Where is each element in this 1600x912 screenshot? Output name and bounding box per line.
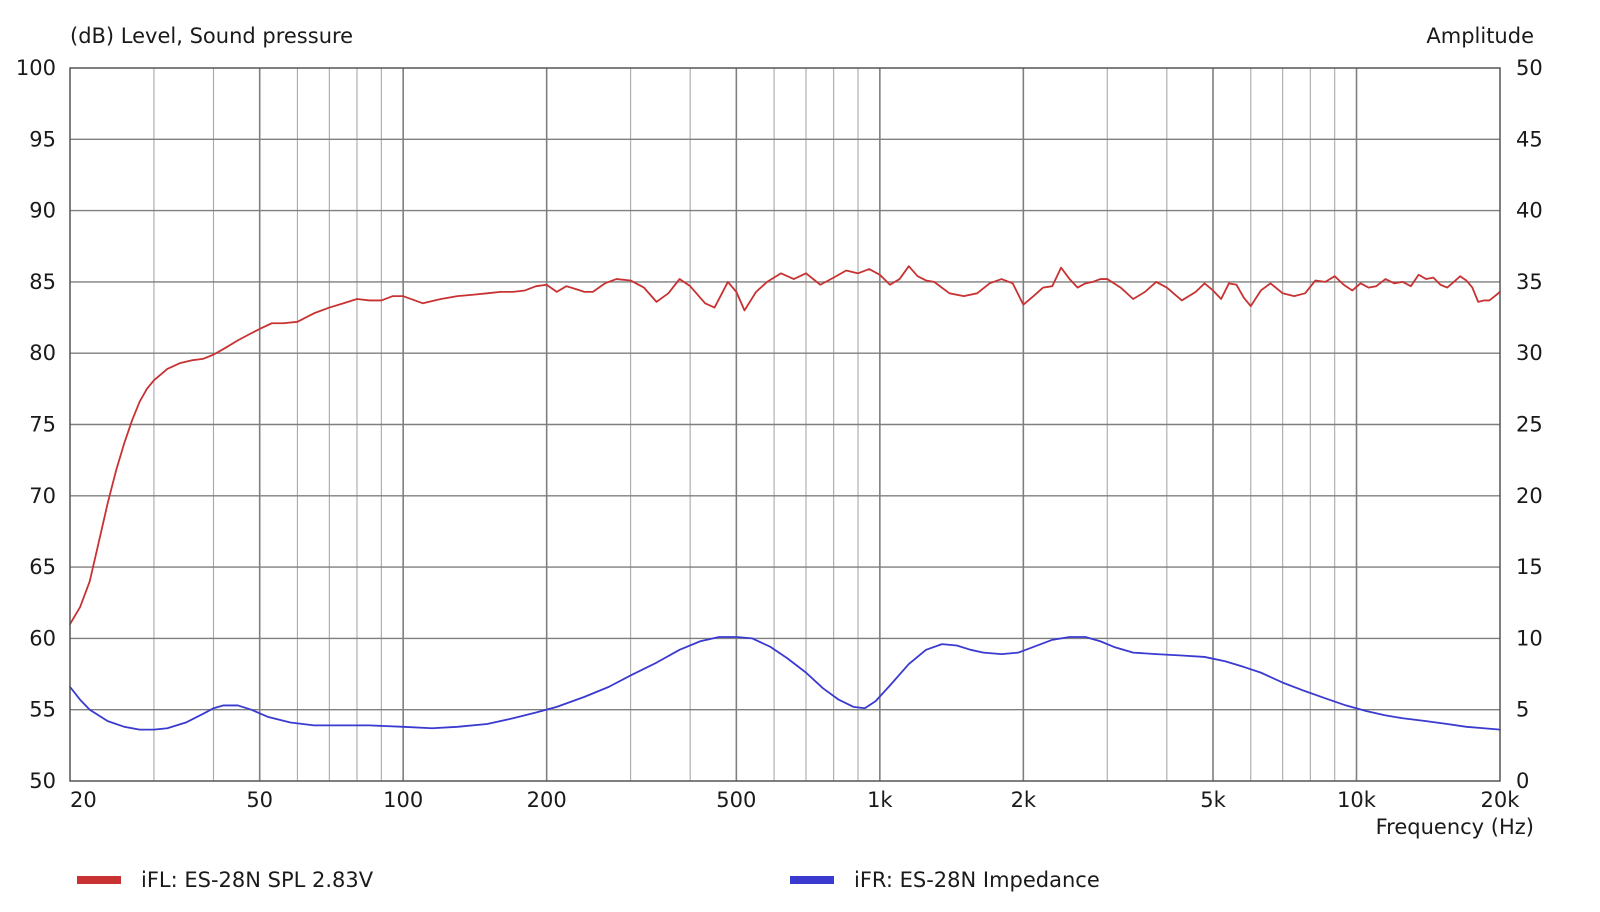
y-right-tick-label: 15	[1516, 555, 1543, 579]
series-lines	[69, 265, 1501, 731]
y-right-tick-label: 20	[1516, 484, 1543, 508]
x-tick-label: 5k	[1200, 788, 1226, 812]
y-right-tick-label: 0	[1516, 769, 1529, 793]
y-right-tick-label: 25	[1516, 413, 1543, 437]
right-axis-title: Amplitude	[1426, 24, 1534, 48]
y-left-tick-label: 90	[29, 199, 56, 223]
legend-item-spl: iFL: ES-28N SPL 2.83V	[77, 868, 373, 892]
x-tick-label: 200	[527, 788, 567, 812]
legend-label-spl: iFL: ES-28N SPL 2.83V	[141, 868, 374, 892]
y-left-tick-label: 70	[29, 484, 56, 508]
x-tick-label: 2k	[1011, 788, 1037, 812]
left-axis-title: (dB) Level, Sound pressure	[70, 24, 354, 48]
x-tick-label: 20k	[1481, 788, 1521, 812]
x-tick-label: 100	[383, 788, 423, 812]
y-left-tick-label: 65	[29, 555, 56, 579]
y-right-tick-label: 50	[1516, 56, 1543, 80]
y-left-tick-label: 85	[29, 270, 56, 294]
y-left-tick-label: 55	[29, 698, 56, 722]
y-right-tick-label: 5	[1516, 698, 1529, 722]
y-right-tick-label: 45	[1516, 127, 1543, 151]
impedance-series-line	[69, 636, 1501, 731]
y-left-tick-label: 75	[29, 413, 56, 437]
legend-swatch-spl	[77, 876, 121, 884]
x-tick-label: 10k	[1337, 788, 1377, 812]
y-left-tick-label: 50	[29, 769, 56, 793]
y-left-tick-label: 95	[29, 127, 56, 151]
legend-label-impedance: iFR: ES-28N Impedance	[854, 868, 1100, 892]
major-gridlines	[70, 68, 1500, 781]
tick-labels: 50 55 60 65 70 75 80 85 90 95 100 0 5 10 15 20 25 30 35 40 4…	[16, 56, 1543, 812]
spl-series-line	[69, 265, 1501, 626]
x-tick-label: 20	[70, 788, 97, 812]
y-right-tick-label: 10	[1516, 626, 1543, 650]
x-axis-title: Frequency (Hz)	[1375, 815, 1534, 839]
x-tick-label: 1k	[867, 788, 893, 812]
plot-border	[69, 67, 1501, 782]
y-left-tick-label: 80	[29, 341, 56, 365]
x-tick-label: 500	[716, 788, 756, 812]
y-left-tick-label: 100	[16, 56, 56, 80]
y-right-tick-label: 40	[1516, 199, 1543, 223]
x-tick-label: 50	[246, 788, 273, 812]
legend-item-impedance: iFR: ES-28N Impedance	[790, 868, 1100, 892]
y-left-tick-label: 60	[29, 626, 56, 650]
y-right-tick-label: 35	[1516, 270, 1543, 294]
y-right-tick-label: 30	[1516, 341, 1543, 365]
legend-swatch-impedance	[790, 876, 834, 884]
